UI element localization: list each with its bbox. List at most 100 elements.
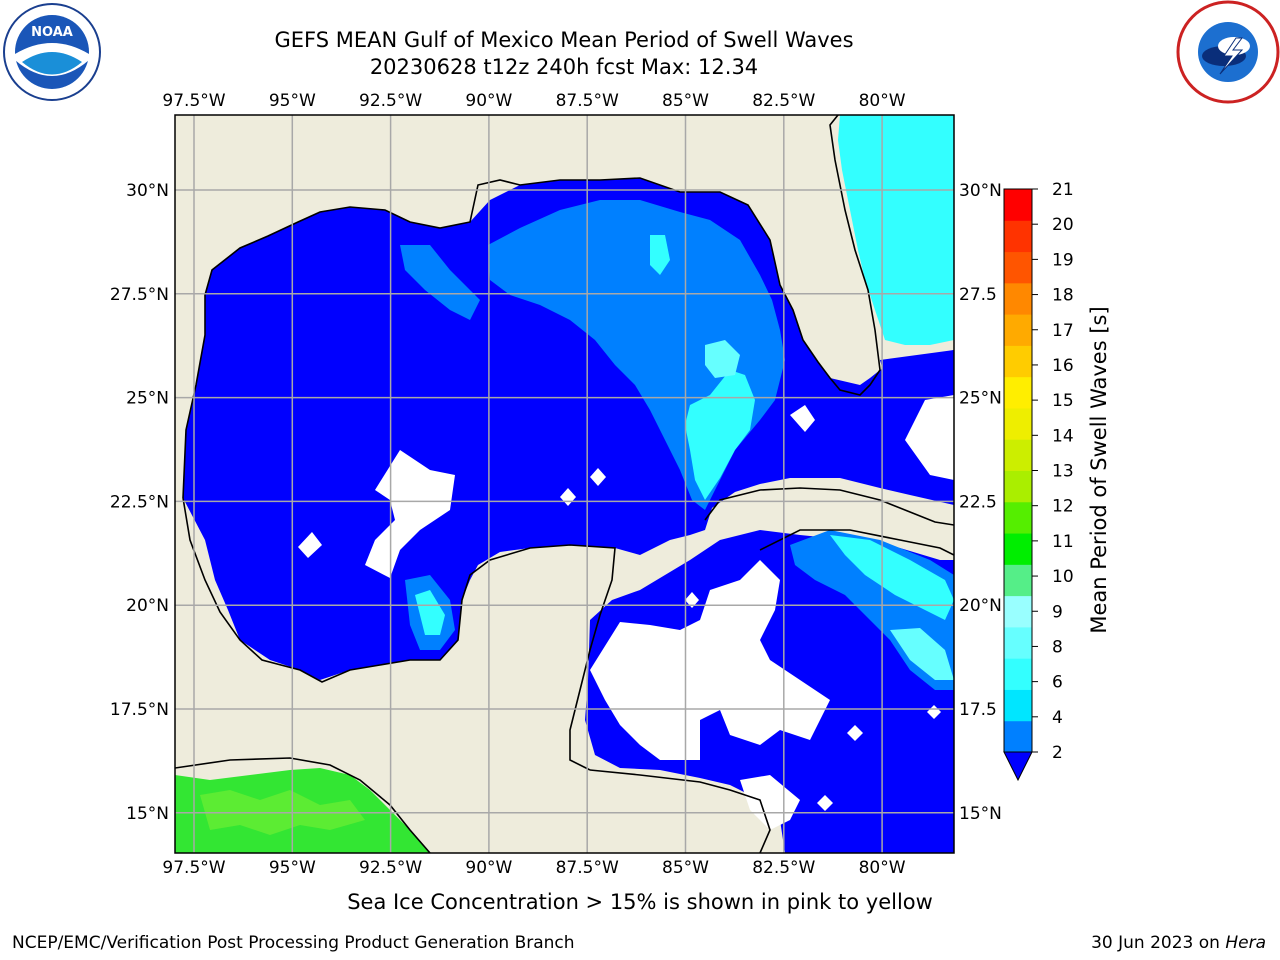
caribbean-core xyxy=(830,535,954,620)
lon-label-bottom: 90°W xyxy=(465,858,512,878)
nodata-patch-bahamas xyxy=(905,395,954,480)
lat-label-left: 15°N xyxy=(126,804,169,824)
colorbar-segment xyxy=(1004,439,1032,471)
colorbar-tick-label: 18 xyxy=(1052,286,1074,306)
colorbar-segment xyxy=(1004,407,1032,440)
colorbar-segment xyxy=(1004,626,1032,659)
campeche-core xyxy=(415,590,445,635)
nodata-dot-5 xyxy=(817,795,833,811)
lon-label-top: 97.5°W xyxy=(162,91,225,111)
colorbar-tick-label: 17 xyxy=(1052,321,1074,341)
lat-label-right: 22.5 xyxy=(959,492,997,512)
chart-subtitle: 20230628 t12z 240h fcst Max: 12.34 xyxy=(369,55,759,79)
nodata-dot-2 xyxy=(590,468,606,486)
lat-labels-left: 30°N 27.5°N 25°N 22.5°N 20°N 17.5°N 15°N xyxy=(110,181,169,824)
colorbar-segment xyxy=(1004,720,1032,753)
map-plot-area xyxy=(175,115,954,853)
caribbean-core-south xyxy=(890,628,954,680)
colorbar-tick-label: 15 xyxy=(1052,391,1074,411)
colorbar-segment xyxy=(1004,220,1032,253)
colorbar-tick-label: 4 xyxy=(1052,708,1063,728)
lat-label-right: 30°N xyxy=(959,181,1002,201)
colorbar-segment xyxy=(1004,376,1032,409)
lon-label-top: 90°W xyxy=(465,91,512,111)
lon-label-bottom: 92.5°W xyxy=(359,858,422,878)
lon-label-bottom: 95°W xyxy=(269,858,316,878)
colorbar-tick-label: 2 xyxy=(1052,743,1063,763)
map-frame xyxy=(174,114,955,854)
lon-label-top: 92.5°W xyxy=(359,91,422,111)
lon-label-bottom: 85°W xyxy=(662,858,709,878)
lon-labels-bottom: 97.5°W 95°W 92.5°W 90°W 87.5°W 85°W 82.5°W 80°W xyxy=(162,858,905,878)
atlantic-bahamas-field xyxy=(880,350,954,405)
western-gulf-plume xyxy=(400,245,480,320)
noaa-logo: NOAA xyxy=(3,3,101,101)
lat-label-right: 17.5 xyxy=(959,700,997,720)
colorbar-tick-label: 20 xyxy=(1052,215,1074,235)
lon-label-top: 87.5°W xyxy=(556,91,619,111)
footer-host: Hera xyxy=(1225,933,1266,953)
colorbar-segment xyxy=(1004,595,1032,628)
colorbar: 2 4 6 8 9 10 11 12 13 14 15 16 17 18 19 20 21 xyxy=(1003,180,1074,782)
nodata-dot-3 xyxy=(685,592,699,608)
lat-labels-right: 30°N 27.5 25°N 22.5 20°N 17.5 15°N xyxy=(959,181,1002,824)
lon-label-bottom: 87.5°W xyxy=(556,858,619,878)
lat-label-right: 25°N xyxy=(959,389,1002,409)
colorbar-tick-label: 6 xyxy=(1052,673,1063,693)
nodata-dot-4 xyxy=(847,725,863,741)
lon-label-bottom: 82.5°W xyxy=(752,858,815,878)
colorbar-tick-label: 16 xyxy=(1052,356,1074,376)
nodata-patch-caribbean-south xyxy=(740,775,800,830)
nws-logo xyxy=(1176,0,1280,104)
lon-label-top: 82.5°W xyxy=(752,91,815,111)
colorbar-tick-label: 14 xyxy=(1052,426,1074,446)
lon-label-top: 95°W xyxy=(269,91,316,111)
lon-label-bottom: 97.5°W xyxy=(162,858,225,878)
lat-label-left: 30°N xyxy=(126,181,169,201)
nodata-patch-central xyxy=(365,450,455,578)
colorbar-segment xyxy=(1004,658,1032,690)
swell-core-cyan xyxy=(685,370,755,500)
colorbar-segment xyxy=(1004,689,1032,722)
colorbar-segment xyxy=(1004,533,1032,565)
colorbar-tick-label: 8 xyxy=(1052,637,1063,657)
chart-title: GEFS MEAN Gulf of Mexico Mean Period of … xyxy=(274,28,854,52)
lat-label-left: 20°N xyxy=(126,596,169,616)
lon-label-bottom: 80°W xyxy=(859,858,906,878)
colorbar-label: Mean Period of Swell Waves [s] xyxy=(1087,306,1111,633)
lat-label-right: 27.5 xyxy=(959,285,997,305)
swell-core-small xyxy=(650,235,670,275)
swell-core-light xyxy=(705,340,740,378)
colorbar-segment xyxy=(1004,564,1032,597)
colorbar-extend-arrow xyxy=(1003,751,1033,782)
caption-sea-ice: Sea Ice Concentration > 15% is shown in … xyxy=(347,890,933,914)
colorbar-segment xyxy=(1004,314,1032,346)
colorbar-segment xyxy=(1004,501,1032,534)
colorbar-tick-label: 19 xyxy=(1052,250,1074,270)
lat-label-left: 27.5°N xyxy=(110,285,169,305)
lat-label-right: 15°N xyxy=(959,804,1002,824)
map-gridlines xyxy=(175,115,954,853)
footer-branch: NCEP/EMC/Verification Post Processing Pr… xyxy=(12,933,575,953)
atlantic-swell-field xyxy=(838,115,954,345)
colorbar-segment xyxy=(1004,345,1032,378)
lat-label-right: 20°N xyxy=(959,596,1002,616)
nodata-patch-west xyxy=(298,532,322,558)
lat-label-left: 25°N xyxy=(126,389,169,409)
colorbar-segment xyxy=(1004,189,1032,221)
colorbar-tick-label: 12 xyxy=(1052,497,1074,517)
footer-date: 30 Jun 2023 on Hera xyxy=(1091,933,1266,953)
colorbar-tick-label: 21 xyxy=(1052,180,1074,200)
colorbar-segment xyxy=(1004,470,1032,503)
nodata-patch-caribbean-west xyxy=(590,560,830,760)
lat-label-left: 22.5°N xyxy=(110,492,169,512)
colorbar-segment xyxy=(1004,251,1032,284)
colorbar-tick-label: 9 xyxy=(1052,602,1063,622)
lon-labels-top: 97.5°W 95°W 92.5°W 90°W 87.5°W 85°W 82.5°W 80°W xyxy=(162,91,905,111)
coastlines xyxy=(175,115,954,853)
nodata-patch-florida-keys xyxy=(790,405,815,432)
footer-date-text: 30 Jun 2023 on xyxy=(1091,933,1226,953)
colorbar-tick-label: 11 xyxy=(1052,532,1074,552)
noaa-logo-text: NOAA xyxy=(31,25,73,40)
